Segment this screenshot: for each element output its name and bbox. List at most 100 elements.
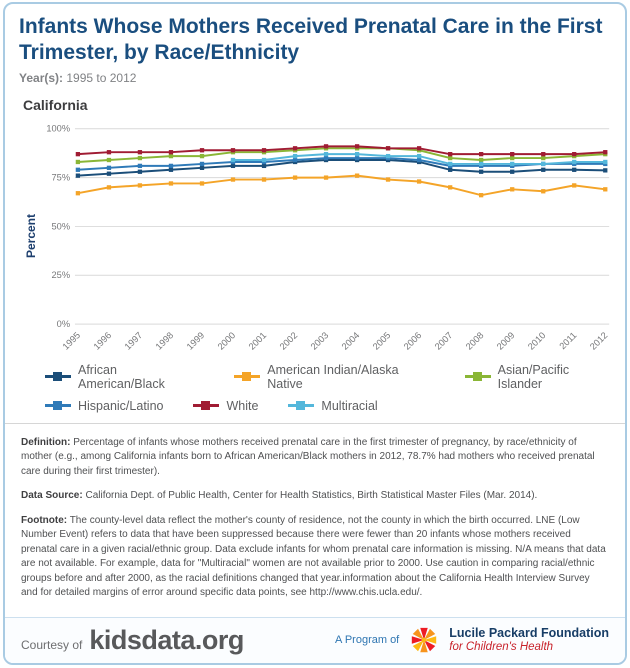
data-point bbox=[230, 163, 236, 168]
footer-branding: Courtesy of kidsdata.org bbox=[21, 625, 244, 656]
legend-item-white: White bbox=[193, 399, 258, 413]
data-point bbox=[416, 157, 422, 162]
x-tick-label: 2002 bbox=[278, 330, 300, 352]
y-tick-label: 75% bbox=[52, 172, 71, 182]
x-tick-label: 1995 bbox=[61, 330, 83, 352]
data-point bbox=[416, 178, 422, 184]
series-line bbox=[77, 174, 606, 196]
data-source-text: California Dept. of Public Health, Cente… bbox=[85, 490, 538, 502]
series-line bbox=[77, 156, 606, 171]
x-tick-label: 1999 bbox=[185, 330, 207, 352]
legend-label: African American/Black bbox=[78, 362, 165, 391]
data-point bbox=[478, 169, 484, 174]
x-tick-label: 2007 bbox=[433, 330, 455, 352]
legend-item-hispanic-latino: Hispanic/Latino bbox=[45, 399, 163, 413]
report-card: Infants Whose Mothers Received Prenatal … bbox=[3, 2, 627, 665]
x-tick-label: 2009 bbox=[495, 330, 517, 352]
data-point bbox=[230, 157, 236, 162]
data-point bbox=[354, 151, 360, 156]
program-of-label: A Program of bbox=[335, 634, 400, 647]
data-point bbox=[199, 153, 205, 158]
data-point bbox=[603, 186, 608, 191]
legend-label: Hispanic/Latino bbox=[78, 398, 164, 413]
data-point bbox=[168, 180, 174, 186]
page-title: Infants Whose Mothers Received Prenatal … bbox=[19, 15, 603, 65]
x-tick-label: 2001 bbox=[247, 330, 269, 352]
x-tick-label: 2012 bbox=[588, 330, 610, 352]
data-point bbox=[168, 163, 174, 168]
y-tick-label: 50% bbox=[52, 221, 71, 231]
data-point bbox=[323, 151, 329, 156]
data-point bbox=[572, 182, 577, 188]
data-point bbox=[448, 184, 453, 190]
y-tick-label: 100% bbox=[46, 123, 70, 133]
data-point bbox=[541, 151, 546, 156]
data-point bbox=[354, 155, 360, 160]
data-point bbox=[354, 143, 360, 148]
data-point bbox=[448, 161, 453, 166]
data-point bbox=[416, 153, 422, 158]
data-point bbox=[106, 184, 112, 190]
data-point bbox=[603, 167, 608, 173]
legend-marker-icon bbox=[234, 371, 261, 382]
definition-paragraph: Definition: Percentage of infants whose … bbox=[21, 436, 609, 480]
data-point bbox=[572, 167, 577, 172]
data-point bbox=[137, 163, 143, 168]
footnote-text: The county-level data reflect the mother… bbox=[21, 514, 606, 599]
data-point bbox=[572, 151, 577, 156]
kidsdata-wordmark[interactable]: kidsdata.org bbox=[89, 624, 244, 655]
x-tick-label: 1998 bbox=[154, 330, 176, 352]
data-point bbox=[106, 171, 112, 176]
data-point bbox=[323, 143, 329, 148]
data-point bbox=[510, 186, 515, 191]
data-point bbox=[75, 190, 81, 195]
data-point bbox=[168, 149, 174, 154]
data-point bbox=[106, 157, 112, 162]
data-point bbox=[510, 161, 515, 166]
chart-legend: African American/Black American Indian/A… bbox=[15, 359, 615, 413]
data-point bbox=[541, 161, 546, 166]
data-point bbox=[137, 155, 143, 160]
courtesy-label: Courtesy of bbox=[21, 637, 83, 652]
data-point bbox=[199, 147, 205, 152]
legend-item-asian-pacific-islander: Asian/Pacific Islander bbox=[464, 362, 615, 391]
data-point bbox=[478, 192, 484, 197]
data-point bbox=[75, 172, 81, 178]
legend-marker-icon bbox=[288, 400, 315, 411]
x-tick-label: 2011 bbox=[557, 330, 578, 351]
data-point bbox=[572, 159, 577, 164]
legend-label: Asian/Pacific Islander bbox=[497, 362, 570, 391]
data-point bbox=[75, 167, 81, 172]
data-point bbox=[75, 159, 81, 164]
data-point bbox=[292, 174, 298, 180]
data-point bbox=[75, 151, 81, 156]
region-label: California bbox=[23, 96, 88, 113]
data-point bbox=[199, 165, 205, 170]
data-point bbox=[261, 163, 267, 168]
years-line: Year(s): 1995 to 2012 bbox=[19, 71, 611, 85]
x-tick-label: 2005 bbox=[371, 330, 393, 352]
data-point bbox=[106, 165, 112, 170]
data-point bbox=[323, 155, 329, 160]
legend-row-2: Hispanic/Latino White Multiracial bbox=[45, 399, 615, 413]
legend-marker-icon bbox=[193, 400, 220, 411]
data-point bbox=[137, 169, 143, 174]
legend-label: White bbox=[226, 398, 259, 413]
trend-line-chart: 0% 25% 50% 75% 100% 1995 1996 1997 1998 1999 2000 2… bbox=[46, 123, 610, 352]
data-point bbox=[292, 153, 298, 158]
legend-item-african-american-black: African American/Black bbox=[45, 363, 204, 391]
data-point bbox=[261, 176, 267, 182]
y-tick-label: 0% bbox=[57, 319, 70, 329]
data-point bbox=[385, 145, 391, 150]
data-point bbox=[541, 188, 546, 193]
data-point bbox=[323, 174, 329, 180]
data-point bbox=[261, 157, 267, 162]
data-point bbox=[448, 155, 453, 160]
data-point bbox=[448, 151, 453, 156]
foundation-tagline: for Children's Health bbox=[449, 640, 554, 653]
data-source-paragraph: Data Source: California Dept. of Public … bbox=[21, 489, 609, 504]
series-line bbox=[77, 144, 606, 155]
data-point bbox=[541, 167, 546, 172]
data-point bbox=[448, 167, 453, 172]
data-point bbox=[510, 169, 515, 174]
